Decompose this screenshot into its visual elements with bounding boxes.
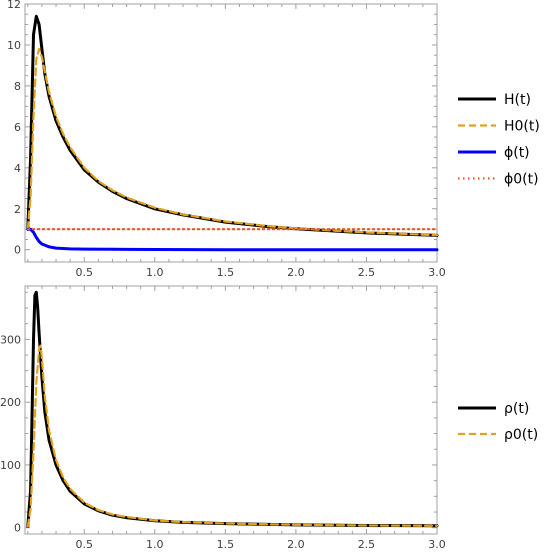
x-tick-label: 1.0 xyxy=(146,266,164,279)
series-line-2 xyxy=(26,47,439,237)
series-line-3 xyxy=(26,227,439,252)
legend-label: ρ0(t) xyxy=(504,427,538,443)
plot-frame xyxy=(24,3,438,263)
y-tick-label: 6 xyxy=(14,121,21,134)
x-tick-label: 2.0 xyxy=(287,266,305,279)
y-tick-label: 10 xyxy=(7,39,21,52)
x-tick-label: 0.5 xyxy=(76,538,94,551)
legend-label: ϕ(t) xyxy=(504,145,530,161)
x-tick-label: 1.5 xyxy=(217,538,235,551)
chart-panel-1: 0.5 1.0 1.5 2.0 2.5 3.0 0 2 4 6 8 10 12 H(t) H0(t) ϕ(t)… xyxy=(7,0,540,279)
y-tick-label: 0 xyxy=(14,522,21,535)
x-tick-label: 0.5 xyxy=(76,266,94,279)
x-tick-label: 1.5 xyxy=(217,266,235,279)
legend-label: H(t) xyxy=(504,92,531,108)
legend-label: H0(t) xyxy=(504,119,540,135)
x-tick-label: 3.0 xyxy=(428,266,446,279)
series-line-2 xyxy=(26,344,439,528)
x-tick-label: 1.0 xyxy=(146,538,164,551)
x-tick-label: 2.0 xyxy=(287,538,305,551)
series-line-1 xyxy=(26,14,439,237)
x-tick-label: 3.0 xyxy=(428,538,446,551)
legend-label: ϕ0(t) xyxy=(504,172,539,188)
series-line-1 xyxy=(26,290,439,528)
x-tick-label: 2.5 xyxy=(358,538,376,551)
y-tick-label: 0 xyxy=(14,244,21,257)
y-tick-label: 100 xyxy=(0,459,21,472)
plot-frame xyxy=(24,285,438,535)
chart-panel-2: 0.5 1.0 1.5 2.0 2.5 3.0 0 100 200 300 ρ(t) ρ0(t) xyxy=(0,285,538,551)
legend-label: ρ(t) xyxy=(504,401,529,417)
y-tick-label: 2 xyxy=(14,203,21,216)
y-tick-label: 4 xyxy=(14,162,21,175)
y-tick-label: 200 xyxy=(0,396,21,409)
y-tick-label: 12 xyxy=(7,0,21,11)
y-tick-label: 8 xyxy=(14,80,21,93)
y-tick-label: 300 xyxy=(0,333,21,346)
x-tick-label: 2.5 xyxy=(358,266,376,279)
